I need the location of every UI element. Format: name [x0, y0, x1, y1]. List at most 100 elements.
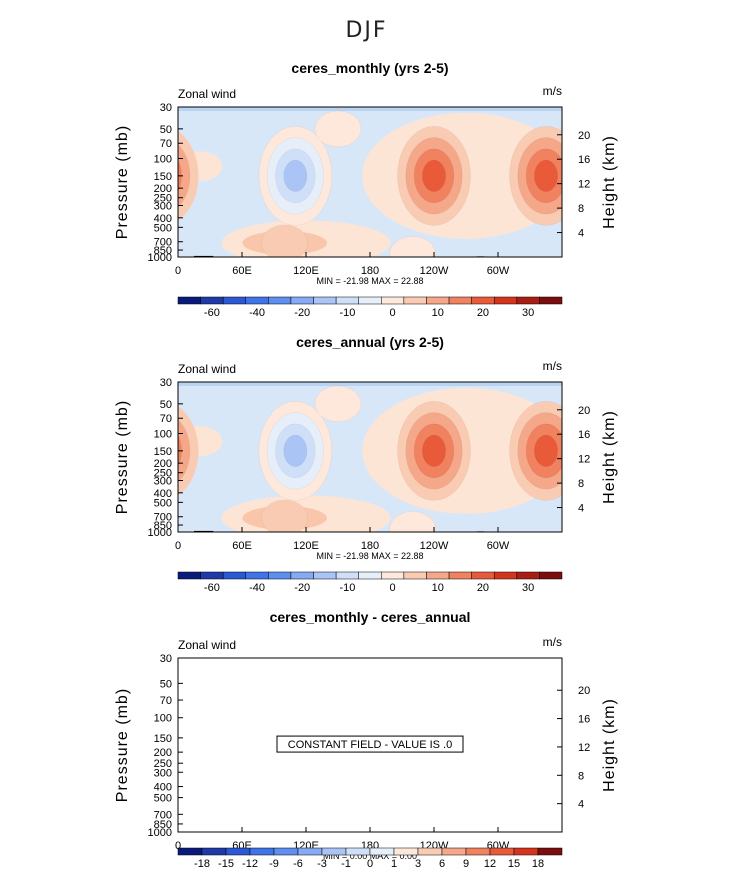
height-tick-label: 16 — [578, 429, 590, 441]
y-tick-label: 400 — [154, 213, 172, 225]
colorbar-swatch — [381, 571, 405, 580]
colorbar-label: 0 — [390, 582, 396, 594]
x-tick-label: 60W — [487, 265, 510, 277]
colorbar-swatch — [393, 847, 419, 856]
colorbar-swatch — [358, 296, 382, 305]
colorbar-swatch — [448, 296, 472, 305]
colorbar-label: -40 — [249, 307, 265, 319]
colorbar-label: -40 — [249, 582, 265, 594]
y-tick-label: 30 — [160, 653, 172, 665]
colorbar-label: -60 — [204, 307, 220, 319]
colorbar-swatch — [249, 847, 275, 856]
colorbar-swatch — [345, 847, 371, 856]
colorbar-label: -12 — [242, 858, 258, 870]
x-tick-label: 180 — [361, 540, 379, 552]
min-max-stats: MIN = -21.98 MAX = 22.88 — [316, 551, 423, 561]
colorbar-swatch — [273, 847, 299, 856]
colorbar-swatch — [290, 296, 314, 305]
colorbar-swatch — [268, 571, 292, 580]
colorbar-label: 30 — [522, 582, 534, 594]
colorbar-swatch — [290, 571, 314, 580]
y-tick-label: 700 — [154, 512, 172, 524]
colorbar-swatch — [441, 847, 467, 856]
colorbar-label: -15 — [218, 858, 234, 870]
stratosphere-band — [178, 107, 562, 111]
y-tick-label: 200 — [154, 747, 172, 759]
x-tick-label: 0 — [175, 265, 181, 277]
min-max-stats: MIN = -21.98 MAX = 22.88 — [316, 276, 423, 286]
plot-area — [178, 107, 562, 257]
colorbar-swatch — [471, 296, 495, 305]
colorbar-label: 1 — [391, 858, 397, 870]
contour-shade — [389, 236, 436, 257]
colorbar-swatch — [489, 847, 515, 856]
colorbar-swatch — [426, 296, 450, 305]
x-tick-label: 60E — [232, 265, 252, 277]
variable-label: Zonal wind — [178, 362, 236, 376]
colorbar-label: -10 — [339, 307, 355, 319]
colorbar-swatch — [177, 847, 203, 856]
height-axis-title: Height (km) — [601, 135, 618, 229]
y-tick-label: 100 — [154, 429, 172, 441]
colorbar-swatch — [297, 847, 323, 856]
y-tick-label: 250 — [154, 468, 172, 480]
colorbar-label: 18 — [532, 858, 544, 870]
colorbar-label: 20 — [477, 307, 489, 319]
contour-shade — [422, 159, 446, 192]
x-tick-label: 0 — [175, 840, 181, 852]
x-tick-label: 120W — [420, 540, 449, 552]
colorbar-swatch — [513, 847, 539, 856]
panel-title: ceres_monthly (yrs 2-5) — [291, 60, 448, 76]
x-tick-label: 120W — [420, 265, 449, 277]
colorbar-swatch — [225, 847, 251, 856]
y-tick-label: 400 — [154, 782, 172, 794]
height-tick-label: 20 — [578, 130, 590, 142]
colorbar-swatch — [335, 571, 359, 580]
colorbar-swatch — [403, 296, 427, 305]
colorbar-label: 10 — [432, 307, 444, 319]
colorbar-label: 15 — [508, 858, 520, 870]
contour-shade — [283, 434, 308, 467]
colorbar-swatch — [403, 571, 427, 580]
colorbar-label: 20 — [477, 582, 489, 594]
colorbar-label: 10 — [432, 582, 444, 594]
colorbar-label: 0 — [390, 307, 396, 319]
y-tick-label: 150 — [154, 446, 172, 458]
x-tick-label: 120E — [293, 540, 319, 552]
height-tick-label: 12 — [578, 454, 590, 466]
plot-area — [178, 382, 562, 532]
units-label: m/s — [543, 635, 562, 649]
y-tick-label: 50 — [160, 678, 172, 690]
colorbar-swatch — [426, 571, 450, 580]
colorbar-swatch — [335, 296, 359, 305]
colorbar-swatch — [268, 296, 292, 305]
y-tick-label: 100 — [154, 154, 172, 166]
colorbar-swatch — [493, 571, 518, 580]
y-axis-title: Pressure (mb) — [114, 400, 131, 514]
x-tick-label: 0 — [175, 540, 181, 552]
y-tick-label: 30 — [160, 377, 172, 389]
height-tick-label: 12 — [578, 742, 590, 754]
colorbar-swatch — [201, 847, 227, 856]
y-tick-label: 500 — [154, 222, 172, 234]
colorbar-label: 6 — [439, 858, 445, 870]
y-tick-label: 500 — [154, 793, 172, 805]
y-tick-label: 250 — [154, 193, 172, 205]
y-tick-label: 300 — [154, 200, 172, 212]
y-tick-label: 70 — [160, 695, 172, 707]
height-axis-title: Height (km) — [601, 410, 618, 504]
contour-shade — [422, 434, 446, 467]
colorbar-swatch — [313, 571, 337, 580]
colorbar-label: -20 — [294, 307, 310, 319]
contour-shade — [314, 385, 362, 423]
colorbar-label: 0 — [367, 858, 373, 870]
colorbar-swatch — [381, 296, 405, 305]
colorbar-label: 9 — [463, 858, 469, 870]
height-axis-title: Height (km) — [601, 698, 618, 792]
y-axis-title: Pressure (mb) — [114, 688, 131, 802]
x-tick-label: 180 — [361, 265, 379, 277]
height-tick-label: 20 — [578, 405, 590, 417]
y-tick-label: 70 — [160, 138, 172, 150]
colorbar-label: -9 — [269, 858, 279, 870]
colorbar-swatch — [177, 296, 201, 305]
